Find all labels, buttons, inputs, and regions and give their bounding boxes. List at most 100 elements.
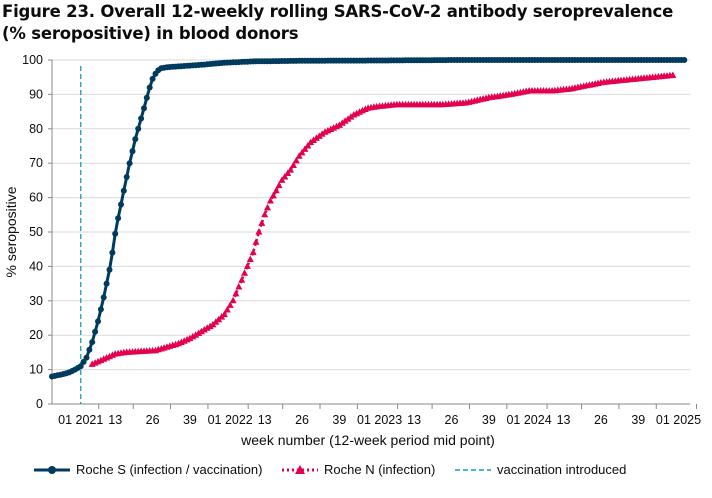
data-point — [261, 210, 269, 218]
x-tick-label: 26 — [146, 413, 160, 427]
legend-label-roche-n: Roche N (infection) — [324, 462, 435, 477]
series — [49, 57, 688, 380]
data-point — [287, 166, 294, 173]
data-point — [301, 145, 309, 152]
y-axis-label: % seropositive — [3, 186, 19, 277]
y-tick-label: 80 — [29, 122, 43, 136]
data-point — [281, 173, 289, 180]
data-point — [223, 306, 231, 313]
data-point — [118, 201, 124, 208]
series-roche-n — [88, 71, 677, 367]
x-tick-label: 39 — [183, 413, 197, 427]
data-point — [269, 191, 277, 199]
data-point — [307, 138, 315, 146]
legend-marker-roche-n — [295, 465, 305, 474]
data-point — [226, 301, 234, 308]
x-tick-label: 26 — [594, 413, 608, 427]
data-point — [252, 238, 260, 245]
data-point — [312, 134, 320, 141]
x-axis-ticks: 01 2021 13 26 39 01 2022 13 26 39 01 2023 13 26 39 0… — [58, 404, 701, 427]
data-point — [149, 75, 156, 82]
legend-label-vaccination: vaccination introduced — [497, 462, 626, 477]
axes — [51, 60, 690, 405]
data-point — [97, 306, 104, 313]
data-point — [264, 203, 271, 211]
data-point — [292, 156, 300, 164]
y-tick-label: 20 — [29, 328, 43, 342]
y-tick-label: 40 — [29, 259, 43, 273]
x-tick-label: 13 — [258, 413, 272, 427]
data-point — [189, 332, 197, 340]
legend-marker-roche-s — [48, 466, 56, 474]
data-point — [289, 161, 297, 168]
series-roche-s — [49, 57, 688, 380]
series-line — [91, 74, 673, 366]
data-point — [341, 117, 349, 124]
data-point — [195, 329, 203, 336]
data-point — [100, 294, 107, 301]
data-point — [83, 354, 90, 361]
data-point — [220, 310, 228, 318]
data-point — [123, 174, 130, 180]
y-axis-ticks: 0 10 20 30 40 50 60 70 80 90 100 — [22, 53, 52, 411]
y-tick-label: 70 — [29, 156, 43, 170]
data-point — [197, 327, 205, 335]
y-tick-label: 30 — [29, 294, 43, 308]
data-point — [310, 136, 317, 143]
x-tick-label: 39 — [631, 413, 645, 427]
x-tick-label: 13 — [557, 413, 571, 427]
x-tick-label: 01 2022 — [208, 413, 253, 427]
data-point — [238, 276, 246, 283]
x-tick-label: 01 2024 — [506, 413, 551, 427]
y-tick-label: 50 — [29, 225, 43, 239]
x-axis-label: week number (12-week period mid point) — [240, 432, 495, 448]
data-point — [681, 57, 688, 63]
data-point — [275, 181, 283, 189]
legend-item-roche-n: Roche N (infection) — [282, 462, 435, 477]
data-point — [272, 186, 280, 194]
data-point — [186, 334, 194, 342]
data-point — [255, 228, 263, 235]
chart-title: Figure 23. Overall 12-weekly rolling SAR… — [2, 2, 674, 43]
data-point — [669, 71, 677, 78]
data-point — [106, 266, 113, 273]
data-point — [246, 255, 254, 262]
data-point — [200, 326, 208, 333]
data-point — [132, 136, 139, 143]
data-point — [298, 148, 306, 156]
data-point — [135, 125, 142, 132]
data-point — [232, 289, 240, 297]
data-point — [347, 113, 355, 120]
data-point — [115, 215, 122, 222]
legend: Roche S (infection / vaccination) Roche … — [34, 462, 626, 477]
data-point — [284, 169, 292, 176]
legend-item-vaccination: vaccination introduced — [455, 462, 626, 477]
data-point — [249, 248, 257, 256]
data-point — [318, 130, 326, 137]
data-point — [89, 339, 96, 346]
data-point — [235, 283, 243, 290]
data-point — [143, 94, 150, 101]
data-point — [86, 346, 93, 353]
legend-label-roche-s: Roche S (infection / vaccination) — [76, 462, 262, 477]
x-tick-label: 01 2025 — [656, 413, 701, 427]
legend-item-roche-s: Roche S (infection / vaccination) — [34, 462, 262, 477]
data-point — [295, 152, 303, 159]
x-tick-label: 26 — [445, 413, 459, 427]
data-point — [80, 358, 87, 365]
data-point — [103, 280, 110, 287]
data-point — [344, 115, 352, 122]
x-tick-label: 01 2023 — [357, 413, 402, 427]
data-point — [138, 115, 145, 122]
data-point — [192, 331, 200, 338]
y-tick-label: 0 — [36, 397, 43, 411]
data-point — [278, 176, 286, 183]
data-point — [141, 105, 147, 112]
data-point — [129, 148, 136, 155]
data-point — [229, 296, 237, 304]
data-point — [241, 269, 248, 276]
x-tick-label: 26 — [295, 413, 309, 427]
data-point — [258, 219, 266, 226]
data-point — [95, 318, 101, 325]
